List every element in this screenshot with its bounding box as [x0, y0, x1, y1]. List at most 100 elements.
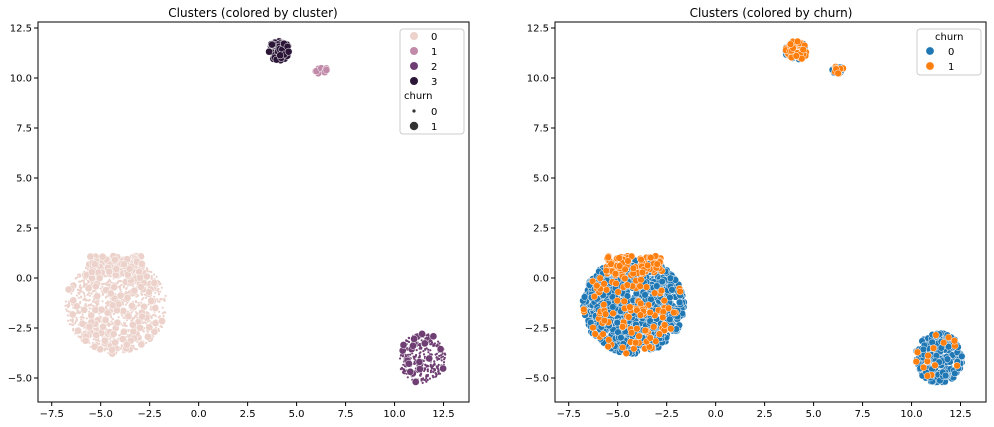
data-point [799, 45, 807, 54]
data-point [124, 303, 127, 306]
data-point [435, 373, 438, 376]
size-legend-marker-1 [409, 121, 419, 131]
data-point [68, 310, 77, 319]
data-point [441, 355, 444, 358]
data-point [429, 349, 432, 352]
data-point [108, 337, 112, 340]
x-axis: −7.5 −5.0 −2.5 0.0 2.5 5.0 7.5 10.0 12.5 [557, 402, 972, 420]
data-point [105, 282, 108, 285]
data-point [675, 298, 684, 307]
data-point [420, 347, 423, 350]
data-point [152, 314, 155, 317]
data-point [437, 340, 440, 343]
x-tick-label: 7.5 [338, 409, 354, 420]
data-point [668, 286, 676, 294]
legend-marker-2 [410, 62, 418, 70]
data-point [109, 323, 112, 326]
data-point [419, 351, 422, 354]
plot-area [579, 37, 966, 387]
x-tick-label: 10.0 [900, 409, 922, 420]
data-point [112, 312, 115, 316]
y-tick-label: 2.5 [533, 224, 549, 235]
data-point [134, 311, 138, 314]
data-point [90, 303, 93, 306]
data-point [77, 335, 80, 338]
data-point [150, 317, 153, 320]
data-point [403, 368, 406, 371]
size-legend-label-1: 1 [431, 122, 437, 133]
data-point [664, 304, 673, 312]
data-point [137, 340, 146, 349]
data-point [636, 311, 645, 319]
data-point [78, 292, 81, 295]
x-tick-label: 12.5 [432, 409, 454, 420]
data-point [96, 345, 105, 354]
data-point [436, 345, 445, 353]
data-point [91, 282, 100, 291]
cluster-scatter-panel: Clusters (colored by cluster) −7.5 −5.0 −2… [8, 6, 470, 420]
x-tick-label: −5.0 [606, 409, 630, 420]
data-point [78, 311, 81, 315]
data-point [104, 296, 107, 299]
data-point [96, 302, 99, 305]
legend-title: churn [935, 32, 963, 43]
data-point [659, 313, 667, 322]
data-point [75, 294, 79, 297]
data-point [100, 336, 109, 345]
data-point [637, 299, 645, 308]
data-point [80, 306, 89, 314]
data-point [112, 265, 121, 273]
data-point [411, 378, 420, 386]
data-point [84, 330, 87, 333]
data-point [426, 378, 429, 382]
data-point [79, 280, 82, 283]
data-point [144, 332, 152, 341]
data-point [657, 286, 666, 295]
size-legend-marker-0 [412, 109, 416, 113]
data-point [163, 299, 166, 302]
data-point [117, 285, 121, 289]
y-axis: −5.0 −2.5 0.0 2.5 5.0 7.5 10.0 12.5 [8, 24, 38, 385]
y-tick-label: 5.0 [533, 174, 549, 185]
data-point [415, 358, 424, 366]
plot-area [64, 37, 447, 386]
data-point [642, 283, 651, 291]
data-point [131, 317, 135, 320]
data-point [405, 359, 413, 368]
data-point [653, 282, 661, 290]
data-point [126, 301, 129, 304]
data-point [65, 308, 68, 311]
data-point [442, 361, 446, 364]
data-point [84, 298, 87, 301]
data-point [137, 282, 145, 291]
data-point [98, 252, 107, 261]
data-point [413, 362, 416, 365]
data-point [425, 365, 428, 368]
data-point [142, 321, 145, 325]
data-point [66, 304, 69, 307]
data-point [119, 288, 122, 291]
data-point [136, 323, 144, 332]
x-tick-label: 5.0 [806, 409, 822, 420]
data-point [88, 307, 91, 310]
data-point [406, 376, 409, 379]
data-point [84, 266, 87, 269]
data-point [116, 281, 119, 284]
data-point [941, 371, 950, 380]
data-point [619, 343, 627, 352]
data-point [68, 323, 71, 326]
data-point [108, 346, 116, 354]
data-point [418, 342, 421, 346]
data-point [646, 308, 654, 317]
data-point [109, 330, 118, 338]
data-point [66, 314, 69, 317]
data-point [623, 281, 631, 289]
data-point [145, 268, 148, 271]
data-point [415, 349, 418, 352]
data-point [125, 286, 128, 290]
data-point [621, 274, 629, 283]
data-point [150, 327, 159, 336]
data-point [413, 356, 416, 359]
data-point [118, 335, 127, 343]
data-point [137, 301, 140, 304]
